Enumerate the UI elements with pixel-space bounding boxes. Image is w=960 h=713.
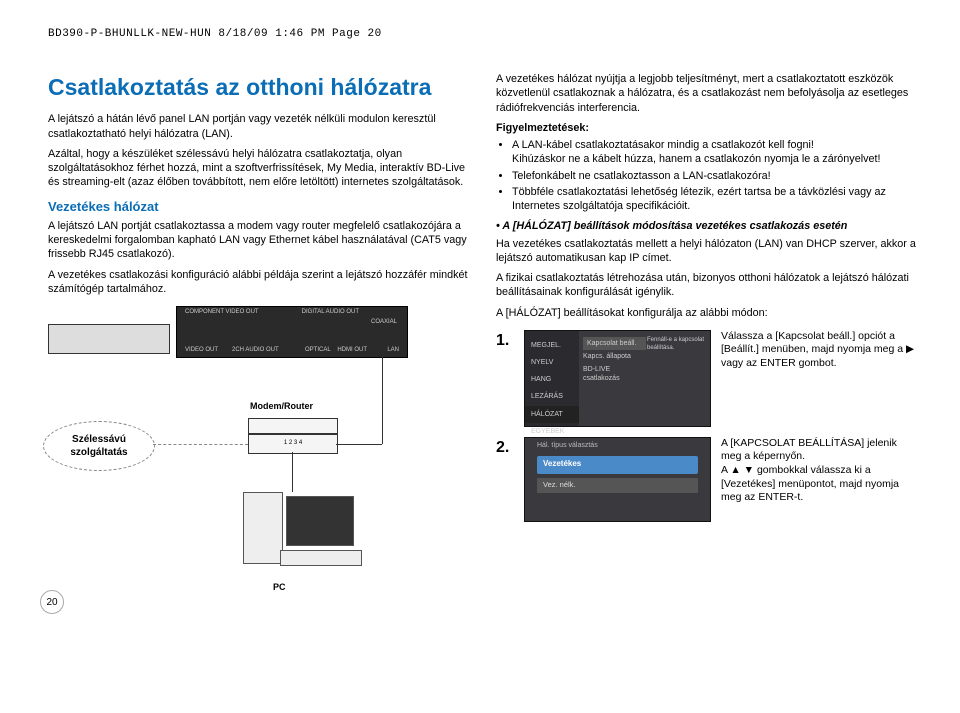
step-2-text-b: A ▲ ▼ gombokkal válassza ki a [Vezetékes…	[721, 464, 899, 503]
video-out-label: VIDEO OUT	[185, 347, 218, 355]
section-title: Csatlakoztatás az otthoni hálózatra	[48, 72, 472, 102]
step-2-text-a: A [KAPCSOLAT BEÁLLÍTÁSA] jelenik meg a k…	[721, 437, 897, 463]
para-wired1: A lejátszó LAN portját csatlakoztassa a …	[48, 219, 472, 262]
left-column: Csatlakoztatás az otthoni hálózatra A le…	[48, 72, 472, 606]
para-physical: A fizikai csatlakoztatás létrehozása utá…	[496, 271, 920, 300]
right-column: A vezetékes hálózat nyújtja a legjobb te…	[496, 72, 920, 606]
lan-port-label: LAN	[387, 347, 399, 355]
coax-label: COAXIAL	[371, 319, 397, 327]
menu1-hang: HANG	[525, 371, 579, 388]
step-1-text: Válassza a [Kapcsolat beáll.] opciót a […	[721, 330, 920, 371]
menu2-veznelk: Vez. nélk.	[537, 478, 698, 493]
pc-label: PC	[273, 582, 286, 594]
menu1-kapcsbeall: Kapcsolat beáll.	[583, 337, 646, 350]
menu1-nyelv: NYELV	[525, 354, 579, 371]
menu-screenshot-1: MEGJEL. NYELV HANG LEZÁRÁS HÁLÓZAT EGYEB…	[524, 330, 711, 427]
para-configure: A [HÁLÓZAT] beállításokat konfigurálja a…	[496, 306, 920, 320]
menu2-vezetekes: Vezetékes	[537, 456, 698, 474]
warnings-heading: Figyelmeztetések:	[496, 121, 920, 135]
step-2: 2. Hál. típus választás Vezetékes Vez. n…	[496, 437, 920, 522]
router-ports-label: 1 2 3 4	[284, 440, 302, 448]
menu1-hint: Fennáll-e a kapcsolat beállítása.	[644, 331, 710, 426]
menu-screenshot-2: Hál. típus választás Vezetékes Vez. nélk…	[524, 437, 711, 522]
para-wired2: A vezetékes csatlakozási konfiguráció al…	[48, 268, 472, 297]
menu1-halozat: HÁLÓZAT	[525, 406, 579, 423]
step-1-number: 1.	[496, 330, 514, 351]
step-1: 1. MEGJEL. NYELV HANG LEZÁRÁS HÁLÓZAT EG…	[496, 330, 920, 427]
audio-out-label: 2CH AUDIO OUT	[232, 347, 279, 355]
network-mod-heading: • A [HÁLÓZAT] beállítások módosítása vez…	[496, 219, 920, 233]
warn3: Többféle csatlakoztatási lehetőség létez…	[512, 185, 920, 214]
warn1a: A LAN-kábel csatlakoztatásakor mindig a …	[512, 139, 814, 151]
digital-audio-label: DIGITAL AUDIO OUT	[302, 309, 359, 317]
warn1b: Kihúzáskor ne a kábelt húzza, hanem a cs…	[512, 153, 881, 165]
warn2: Telefonkábelt ne csatlakoztasson a LAN-c…	[512, 169, 920, 183]
menu1-lezaras: LEZÁRÁS	[525, 388, 579, 405]
optical-label: OPTICAL	[305, 347, 331, 355]
menu1-kapcsallapot: Kapcs. állapota	[583, 350, 646, 363]
menu1-megjel: MEGJEL.	[525, 337, 579, 354]
warnings-list: A LAN-kábel csatlakoztatásakor mindig a …	[496, 138, 920, 213]
page-number: 20	[40, 590, 64, 614]
modem-router-label: Modem/Router	[250, 401, 313, 413]
para-detail: Azáltal, hogy a készüléket szélessávú he…	[48, 147, 472, 190]
broadband-label: Szélessávú szolgáltatás	[44, 433, 154, 459]
menu1-bdlive: BD-LIVE csatlakozás	[583, 363, 646, 385]
para-dhcp: Ha vezetékes csatlakoztatás mellett a he…	[496, 237, 920, 266]
doc-header: BD390-P-BHUNLLK-NEW-HUN 8/18/09 1:46 PM …	[48, 28, 920, 40]
para-intro: A lejátszó a hátán lévő panel LAN portjá…	[48, 112, 472, 141]
step-2-number: 2.	[496, 437, 514, 458]
hdmi-label: HDMI OUT	[337, 347, 367, 355]
broadband-service-node: Szélessávú szolgáltatás	[43, 421, 155, 471]
component-video-label: COMPONENT VIDEO OUT	[185, 309, 259, 317]
menu2-title: Hál. típus választás	[537, 441, 598, 450]
subheading-wired: Vezetékes hálózat	[48, 198, 472, 215]
connection-diagram: COMPONENT VIDEO OUT DIGITAL AUDIO OUT CO…	[48, 306, 472, 606]
para-perf: A vezetékes hálózat nyújtja a legjobb te…	[496, 72, 920, 115]
